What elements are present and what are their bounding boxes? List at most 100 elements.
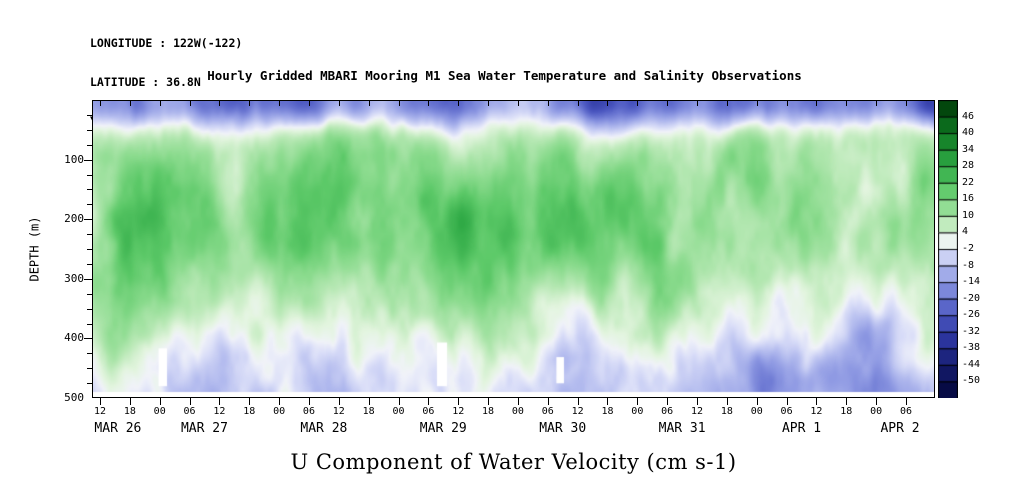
y-minor-tick-mark: [87, 129, 92, 131]
colorbar: [938, 100, 958, 398]
x-tick-mark-top: [906, 101, 907, 106]
y-minor-tick-mark: [87, 368, 92, 370]
x-tick-label: 00: [153, 406, 166, 417]
x-tick-label: 18: [720, 406, 733, 417]
x-tick-mark: [786, 398, 788, 405]
colorbar-tick-label: 40: [962, 127, 975, 139]
x-tick-label: 06: [183, 406, 196, 417]
colorbar-tick-label: -14: [962, 276, 981, 288]
x-tick-mark: [458, 398, 460, 405]
x-date-label: APR 1: [781, 421, 822, 436]
x-tick-mark: [488, 398, 490, 405]
x-tick-mark-top: [159, 101, 161, 106]
x-tick-label: 12: [93, 406, 107, 417]
x-tick-label: 18: [123, 406, 136, 417]
x-tick-mark: [368, 398, 370, 405]
x-date-label: MAR 30: [539, 421, 587, 436]
y-minor-tick-mark: [87, 353, 92, 355]
x-date-label: MAR 29: [419, 421, 467, 436]
x-tick-label: 06: [780, 406, 793, 417]
y-tick-label: 200: [64, 212, 84, 226]
x-tick-label: 12: [332, 406, 345, 417]
x-tick-mark-top: [100, 101, 101, 106]
y-tick-label: 500: [64, 391, 84, 404]
x-tick-label: 18: [840, 406, 853, 417]
x-tick-mark: [726, 398, 728, 405]
x-tick-mark: [876, 398, 878, 405]
x-tick-mark-top: [458, 101, 460, 106]
colorbar-tick-label: 28: [962, 160, 975, 172]
x-tick-label: 00: [392, 406, 405, 417]
latitude-label: LATITUDE : 36.8N: [90, 75, 201, 89]
x-tick-mark-top: [786, 101, 788, 106]
x-tick-label: 00: [631, 406, 644, 417]
x-tick-mark: [129, 398, 131, 405]
x-tick-mark: [756, 398, 758, 405]
colorbar-tick-label: -38: [962, 342, 981, 354]
x-tick-mark-top: [368, 101, 370, 106]
y-major-tick-mark: [84, 159, 92, 161]
colorbar-tick-label: 10: [962, 209, 975, 221]
x-tick-mark: [189, 398, 191, 405]
x-tick-label: 12: [571, 406, 584, 417]
x-tick-label: 12: [213, 406, 226, 417]
x-tick-label: 12: [810, 406, 823, 417]
x-tick-mark-top: [189, 101, 191, 106]
x-tick-label: 00: [870, 406, 883, 417]
x-tick-mark: [428, 398, 430, 405]
y-axis-label: DEPTH (m): [28, 216, 42, 282]
x-tick-mark: [547, 398, 549, 405]
x-tick-mark-top: [667, 101, 669, 106]
y-minor-tick-mark: [87, 293, 92, 295]
x-tick-mark-top: [547, 101, 549, 106]
y-minor-tick-mark: [87, 249, 92, 250]
x-date-label: MAR 27: [180, 421, 228, 436]
x-tick-label: 12: [691, 406, 704, 417]
x-tick-mark-top: [219, 101, 221, 106]
x-tick-mark-top: [488, 101, 490, 106]
y-minor-tick-mark: [87, 323, 92, 325]
x-tick-mark: [637, 398, 639, 405]
x-tick-mark: [906, 398, 907, 405]
x-tick-label: 06: [541, 406, 554, 417]
x-tick-mark: [249, 398, 251, 405]
colorbar-tick-label: -26: [962, 309, 981, 321]
y-minor-tick-mark: [87, 174, 92, 176]
x-tick-mark: [517, 398, 519, 405]
heatmap-plot: [92, 100, 935, 398]
colorbar-tick-label: -32: [962, 325, 981, 337]
x-tick-mark-top: [876, 101, 878, 106]
colorbar-tick-label: -8: [962, 259, 975, 271]
y-minor-tick-mark: [87, 114, 92, 116]
x-tick-mark-top: [338, 101, 340, 106]
x-tick-mark: [846, 398, 848, 405]
x-tick-label: 06: [661, 406, 674, 417]
x-tick-label: 12: [452, 406, 465, 417]
x-date-label: MAR 28: [300, 421, 348, 436]
longitude-label: LONGITUDE : 122W(-122): [90, 36, 243, 50]
x-tick-label: 18: [243, 406, 256, 417]
x-tick-mark-top: [129, 101, 131, 106]
y-minor-tick-mark: [87, 234, 92, 236]
y-minor-tick-mark: [87, 144, 92, 146]
y-tick-label: 400: [64, 331, 84, 345]
x-tick-mark: [338, 398, 340, 405]
colorbar-tick-label: 22: [962, 176, 975, 188]
x-tick-mark: [816, 398, 818, 405]
colorbar-tick-label: 34: [962, 143, 975, 155]
x-tick-mark: [308, 398, 310, 405]
y-minor-tick-mark: [87, 189, 92, 191]
x-date-label: MAR 31: [658, 421, 706, 436]
x-tick-mark-top: [517, 101, 519, 106]
x-tick-mark-top: [726, 101, 728, 106]
colorbar-tick-label: -44: [962, 358, 981, 370]
colorbar-tick-label: -2: [962, 243, 975, 254]
x-tick-label: 06: [422, 406, 435, 417]
x-tick-mark-top: [308, 101, 310, 106]
colorbar-tick-label: 16: [962, 193, 975, 205]
x-tick-label: 06: [302, 406, 315, 417]
x-tick-mark-top: [816, 101, 818, 106]
colorbar-tick-label: -50: [962, 375, 981, 387]
x-tick-mark: [279, 398, 281, 405]
x-tick-mark: [607, 398, 609, 405]
